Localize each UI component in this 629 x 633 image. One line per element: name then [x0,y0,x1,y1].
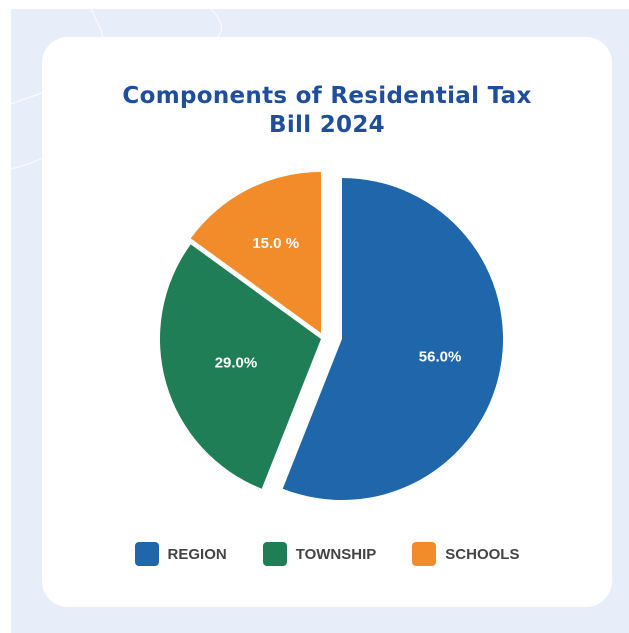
legend-item-township[interactable]: TOWNSHIP [262,542,377,566]
legend-label-region: REGION [167,545,227,563]
page-background: Components of Residential Tax Bill 2024 … [11,9,629,633]
chart-card: Components of Residential Tax Bill 2024 … [42,37,612,607]
pie-chart: 56.0% 29.0% 15.0 % [160,172,503,500]
legend-swatch-schools [412,542,437,566]
pie-label-region: 56.0% [419,349,462,366]
legend-item-region[interactable]: REGION [134,542,227,566]
pie-slice-schools[interactable] [190,172,321,333]
pie-label-schools: 15.0 % [252,235,299,252]
chart-title-line-2: Bill 2024 [269,112,385,138]
pie-slice-township[interactable] [160,244,321,489]
pie-label-township: 29.0% [215,355,258,372]
pie-labels: 56.0% 29.0% 15.0 % [215,235,462,372]
pie-slices [160,172,503,500]
legend-swatch-region [134,542,159,566]
legend-swatch-township [262,542,287,566]
chart-title: Components of Residential Tax Bill 2024 [42,82,612,140]
legend-label-schools: SCHOOLS [445,545,520,563]
legend-item-schools[interactable]: SCHOOLS [412,542,519,566]
chart-legend: REGION TOWNSHIP SCHOOLS [42,542,612,566]
pie-slice-region[interactable] [282,178,503,500]
chart-title-line-1: Components of Residential Tax [122,83,532,109]
legend-label-township: TOWNSHIP [295,545,377,563]
